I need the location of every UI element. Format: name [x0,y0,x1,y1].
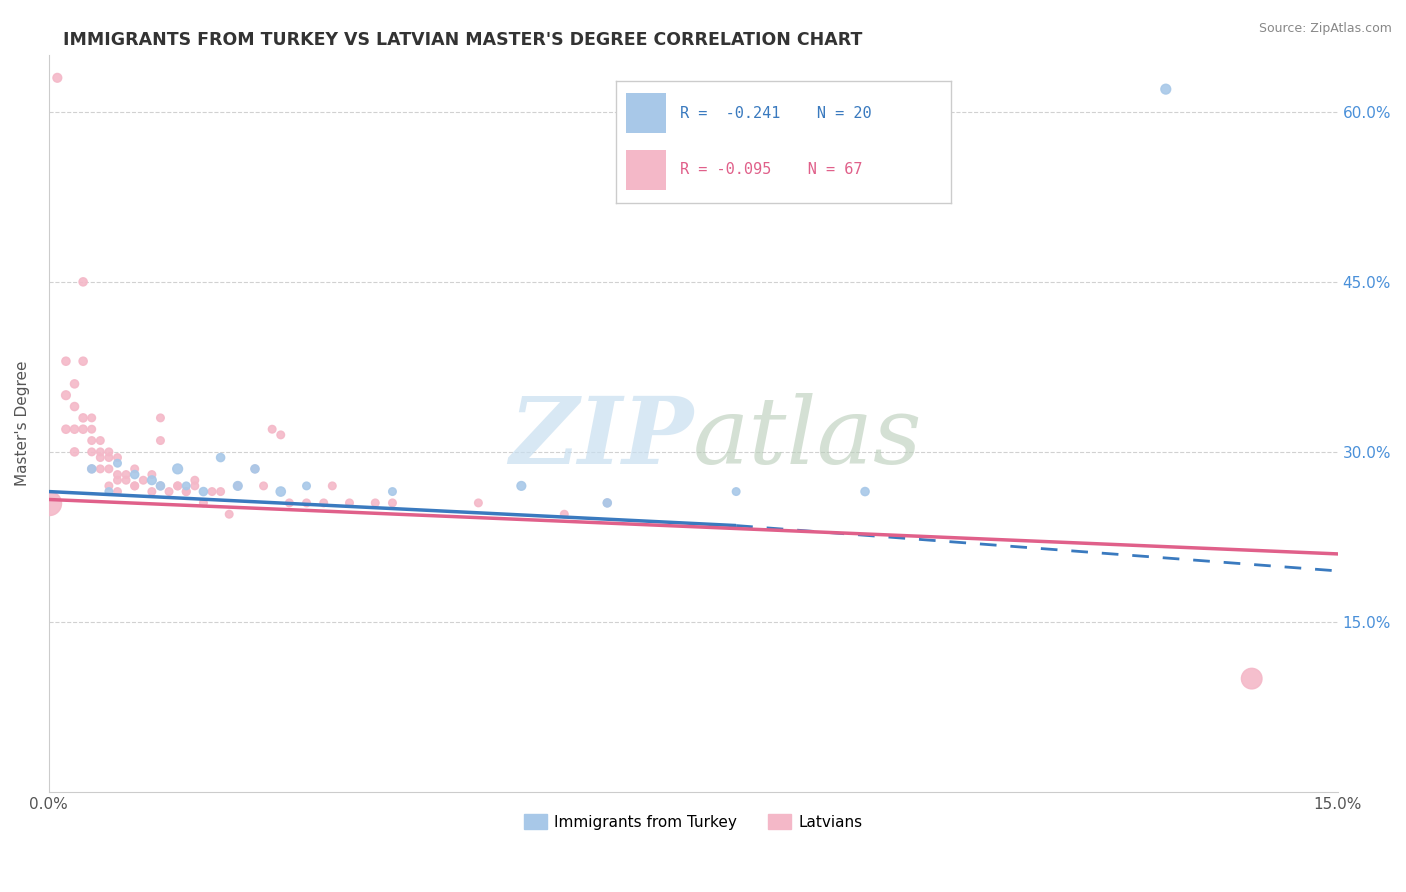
Point [853,484,876,499]
Point [55,422,77,436]
Point [46,70,69,85]
Point [97,445,120,459]
Point [166,479,188,493]
Point [321,479,343,493]
Point [157,484,180,499]
Point [218,507,240,521]
Point [80,445,103,459]
Point [63,400,86,414]
Point [124,467,146,482]
Point [166,479,188,493]
Point [141,484,163,499]
Point [312,496,335,510]
Point [97,462,120,476]
Point [201,484,224,499]
Point [262,422,284,436]
Point [97,450,120,465]
Point [89,434,111,448]
Point [381,484,404,499]
Point [115,467,138,482]
Point [141,473,163,487]
Text: ZIP: ZIP [509,393,693,483]
Point [1154,82,1177,96]
Point [295,479,318,493]
Point [467,496,489,510]
Point [226,479,249,493]
Point [381,496,404,510]
Point [278,496,301,510]
Text: atlas: atlas [693,393,922,483]
Point [295,496,318,510]
Point [149,479,172,493]
Point [149,434,172,448]
Point [55,354,77,368]
Point [510,479,533,493]
Point [107,456,129,470]
Point [243,462,266,476]
Point [72,410,94,425]
Text: IMMIGRANTS FROM TURKEY VS LATVIAN MASTER'S DEGREE CORRELATION CHART: IMMIGRANTS FROM TURKEY VS LATVIAN MASTER… [63,31,863,49]
Point [89,445,111,459]
Point [553,507,575,521]
Point [80,422,103,436]
Point [89,462,111,476]
Point [193,496,215,510]
Point [184,479,207,493]
Point [270,484,292,499]
Point [97,479,120,493]
Point [124,479,146,493]
Point [149,479,172,493]
Point [149,410,172,425]
Point [107,450,129,465]
Point [38,496,60,510]
Point [55,388,77,402]
Point [107,484,129,499]
Point [209,484,232,499]
Point [270,428,292,442]
Legend: Immigrants from Turkey, Latvians: Immigrants from Turkey, Latvians [517,807,869,836]
Point [184,473,207,487]
Point [364,496,387,510]
Point [97,484,120,499]
Point [72,354,94,368]
Point [243,462,266,476]
Y-axis label: Master's Degree: Master's Degree [15,360,30,486]
Point [63,376,86,391]
Point [63,445,86,459]
Text: Source: ZipAtlas.com: Source: ZipAtlas.com [1258,22,1392,36]
Point [124,462,146,476]
Point [174,479,197,493]
Point [596,496,619,510]
Point [339,496,361,510]
Point [80,434,103,448]
Point [226,479,249,493]
Point [193,484,215,499]
Point [107,473,129,487]
Point [89,450,111,465]
Point [80,410,103,425]
Point [80,462,103,476]
Point [174,484,197,499]
Point [1240,672,1263,686]
Point [72,275,94,289]
Point [115,473,138,487]
Point [596,496,619,510]
Point [141,467,163,482]
Point [107,467,129,482]
Point [63,422,86,436]
Point [124,479,146,493]
Point [174,484,197,499]
Point [166,462,188,476]
Point [725,484,748,499]
Point [209,450,232,465]
Point [132,473,155,487]
Point [252,479,274,493]
Point [72,422,94,436]
Point [80,462,103,476]
